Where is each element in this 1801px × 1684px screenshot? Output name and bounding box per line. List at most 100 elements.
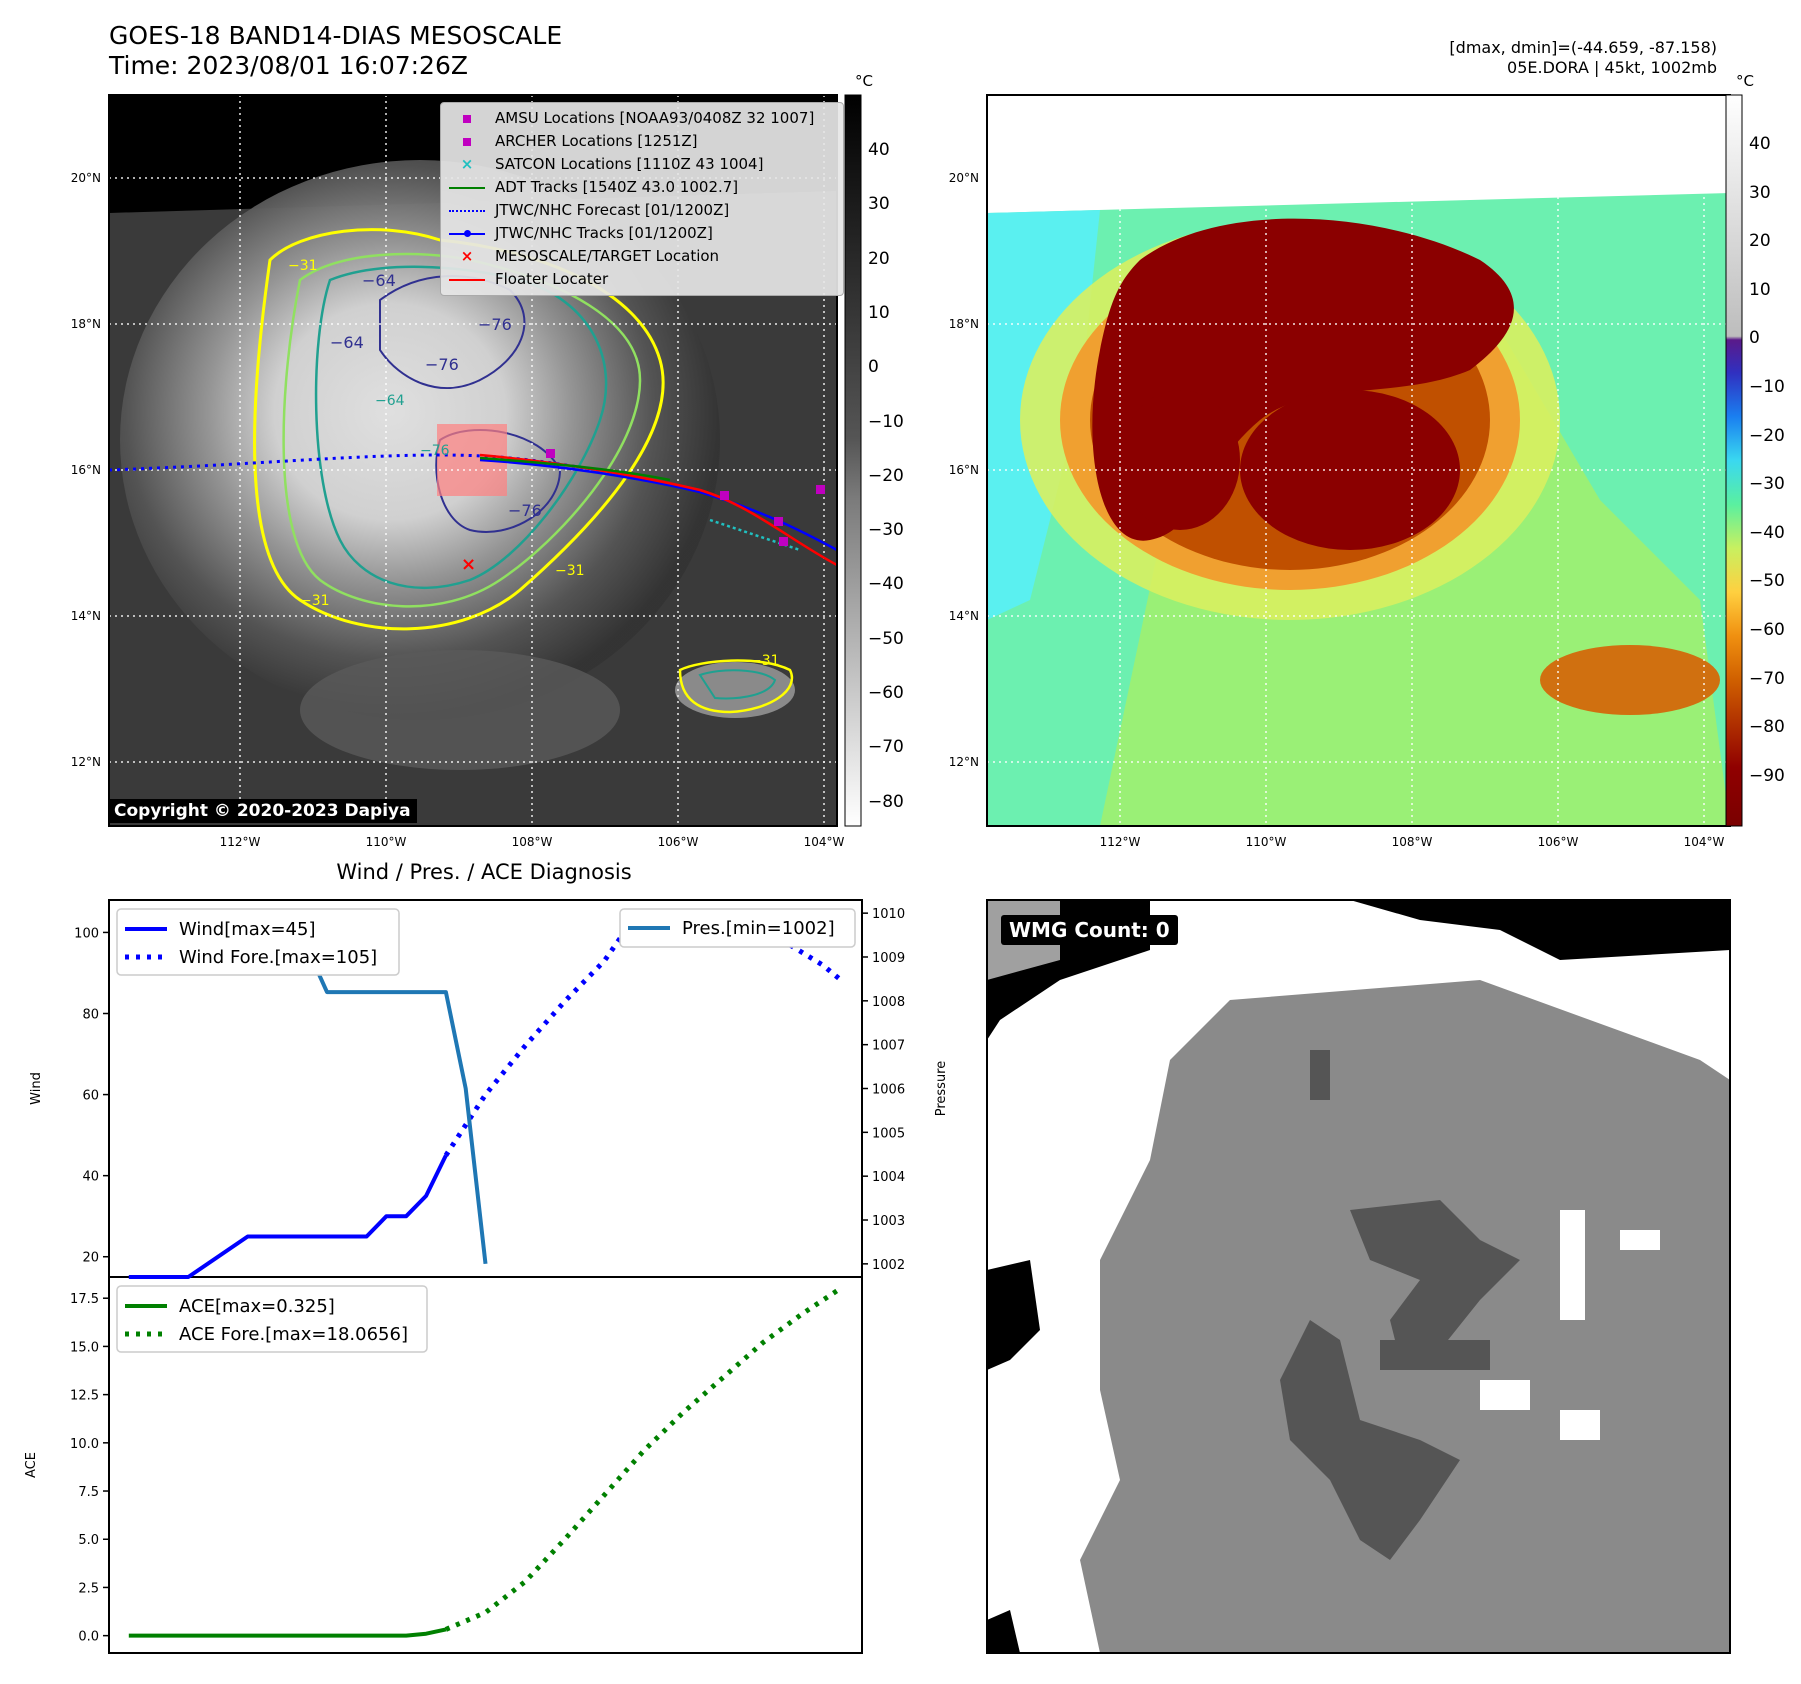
chart-title: Wind / Pres. / ACE Diagnosis	[336, 860, 632, 884]
contour-label: −31	[555, 563, 585, 579]
wind-axis-label: Wind	[29, 1072, 44, 1105]
map-axis-label: 110°W	[365, 835, 407, 849]
enhanced-colorbar	[1725, 94, 1743, 827]
colorbar-tick-label: 30	[868, 194, 890, 215]
legend-entry: ARCHER Locations [1251Z]	[447, 130, 837, 153]
axis-tick-label: 1008	[872, 995, 905, 1010]
colorbar-tick-label: −20	[1749, 425, 1785, 446]
colorbar-tick-label: −70	[1749, 668, 1785, 689]
axis-tick-label: 1002	[872, 1258, 905, 1273]
legend-label: AMSU Locations [NOAA93/0408Z 32 1007]	[495, 109, 815, 127]
wmg-frame	[986, 899, 1731, 1654]
legend-entry: JTWC/NHC Forecast [01/1200Z]	[447, 199, 837, 222]
colorbar-tick-label: −90	[1749, 765, 1785, 786]
legend-swatch-icon: ×	[460, 155, 474, 173]
legend-swatch-icon: ×	[460, 247, 474, 265]
pressure-axis-label: Pressure	[934, 1061, 949, 1117]
contour-label: −76	[420, 443, 450, 459]
colorbar-tick-label: 10	[868, 302, 890, 323]
contour-label: −64	[330, 333, 364, 352]
contour-label: −76	[425, 355, 459, 374]
colorbar-tick-label: −20	[868, 465, 904, 486]
wmg-image	[987, 900, 1730, 1653]
legend-entry: AMSU Locations [NOAA93/0408Z 32 1007]	[447, 107, 837, 130]
legend-swatch-icon	[447, 107, 487, 130]
map-axis-label: 12°N	[948, 755, 979, 769]
colorbar-tick-label: 0	[1749, 328, 1760, 349]
map-axis-label: 106°W	[657, 835, 699, 849]
map-axis-label: 12°N	[70, 755, 101, 769]
legend-label: Wind Fore.[max=105]	[179, 947, 377, 968]
ir-image: ×	[108, 95, 838, 826]
copyright-label: Copyright © 2020-2023 Dapiya	[108, 799, 417, 823]
colorbar-tick-label: −10	[868, 411, 904, 432]
storm-info: 05E.DORA | 45kt, 1002mb	[1507, 58, 1717, 77]
axis-tick-label: 17.5	[70, 1292, 99, 1307]
ir-legend: AMSU Locations [NOAA93/0408Z 32 1007] ARC…	[440, 102, 844, 296]
legend-entry: × SATCON Locations [1110Z 43 1004]	[447, 153, 837, 176]
colorbar-tick-label: 0	[868, 357, 879, 378]
legend-label: Pres.[min=1002]	[682, 918, 835, 939]
map-axis-label: 108°W	[1391, 835, 1433, 849]
legend-entry: × MESOSCALE/TARGET Location	[447, 245, 837, 268]
axis-tick-label: 15.0	[70, 1340, 99, 1355]
colorbar-tick-label: 20	[868, 248, 890, 269]
map-axis-label: 104°W	[803, 835, 845, 849]
axis-tick-label: 7.5	[78, 1485, 99, 1500]
legend-label: MESOSCALE/TARGET Location	[495, 247, 720, 265]
map-axis-label: 112°W	[1099, 835, 1141, 849]
contour-label: −31	[300, 593, 330, 609]
colorbar-tick-label: −10	[1749, 377, 1785, 397]
colorbar-tick-label: −80	[868, 791, 904, 812]
axis-tick-label: 2.5	[78, 1581, 99, 1596]
series-line	[444, 1285, 844, 1632]
map-axis-label: 112°W	[219, 835, 261, 849]
colorbar-tick-label: −40	[1749, 522, 1785, 543]
contour-label: −64	[375, 393, 405, 409]
legend-entry: Floater Locater	[447, 268, 837, 291]
legend-label: Floater Locater	[495, 270, 609, 288]
colorbar-tick-label: 40	[1749, 134, 1771, 154]
chart-legend	[116, 908, 400, 976]
contour-label: −64	[362, 271, 396, 290]
target-marker-icon: ×	[461, 554, 476, 575]
map-axis-label: 18°N	[70, 317, 101, 331]
colorbar-tick-label: −40	[868, 574, 904, 595]
legend-swatch-icon	[447, 176, 487, 199]
page-title: GOES-18 BAND14-DIAS MESOSCALE	[109, 21, 563, 50]
enhanced-colorbar-unit: °C	[1736, 72, 1754, 90]
legend-label: ACE Fore.[max=18.0656]	[179, 1324, 408, 1345]
colorbar-tick-label: −80	[1749, 717, 1785, 738]
colorbar-tick-label: −60	[1749, 620, 1785, 640]
legend-label: JTWC/NHC Forecast [01/1200Z]	[495, 201, 730, 219]
timestamp: Time: 2023/08/01 16:07:26Z	[109, 51, 468, 80]
map-axis-label: 106°W	[1537, 835, 1579, 849]
axis-tick-label: 1010	[872, 907, 905, 922]
colorbar-tick-label: −50	[868, 628, 904, 649]
contour-label: −31	[288, 258, 318, 274]
ace-axis-label: ACE	[24, 1452, 39, 1478]
colorbar-tick-label: 10	[1749, 279, 1771, 300]
ir-frame	[108, 94, 838, 827]
legend-entry: JTWC/NHC Tracks [01/1200Z]	[447, 222, 837, 245]
colorbar-tick-label: −70	[868, 737, 904, 758]
legend-swatch-icon	[447, 222, 487, 245]
legend-entry: ADT Tracks [1540Z 43.0 1002.7]	[447, 176, 837, 199]
legend-label: JTWC/NHC Tracks [01/1200Z]	[495, 224, 713, 242]
wmg-count-label: WMG Count: 0	[1001, 915, 1178, 945]
colorbar-tick-label: −30	[868, 520, 904, 541]
axis-tick-label: 40	[82, 1170, 99, 1185]
pressure-legend	[619, 908, 856, 948]
axis-tick-label: 1003	[872, 1214, 905, 1229]
contour-label: −76	[508, 501, 542, 520]
axis-tick-label: 5.0	[78, 1533, 99, 1548]
map-axis-label: 16°N	[70, 463, 101, 477]
axis-tick-label: 60	[82, 1089, 99, 1104]
ace-axes-frame	[108, 1276, 863, 1654]
legend-label: ARCHER Locations [1251Z]	[495, 132, 698, 150]
map-axis-label: 20°N	[948, 171, 979, 185]
colorbar-tick-label: −30	[1749, 474, 1785, 495]
colorbar-tick-label: −50	[1749, 571, 1785, 592]
